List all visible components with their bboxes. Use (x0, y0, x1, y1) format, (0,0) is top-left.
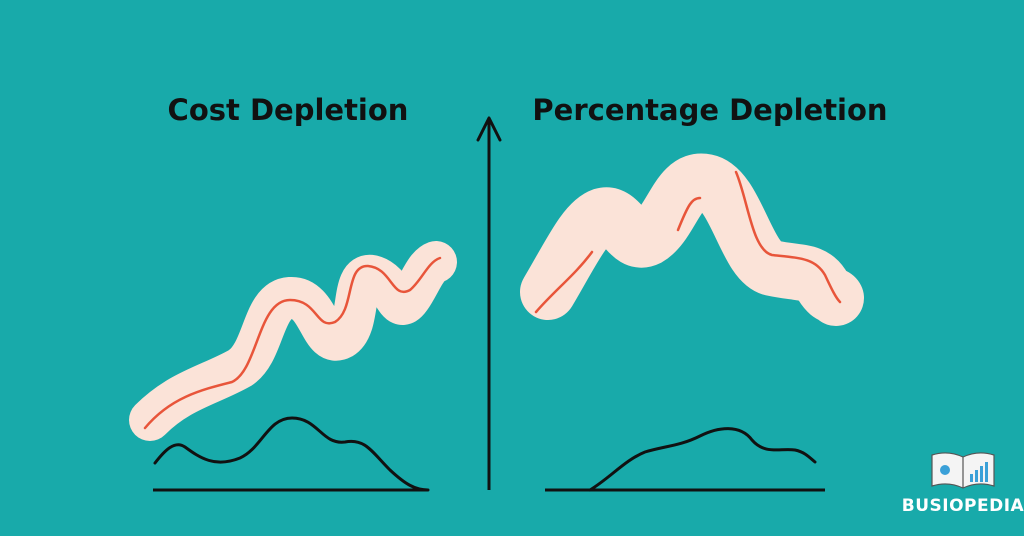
red-line (143, 256, 442, 430)
red-line (534, 170, 842, 314)
right-title: Percentage Depletion (532, 93, 887, 127)
arrow-head (476, 116, 502, 142)
black-curve (588, 427, 817, 492)
band (129, 241, 457, 441)
logo-icon (931, 452, 995, 489)
logo-text: BUSIOPEDIA (902, 496, 1024, 516)
band (520, 153, 864, 326)
left-title: Cost Depletion (168, 93, 409, 127)
black-curve (153, 416, 430, 492)
